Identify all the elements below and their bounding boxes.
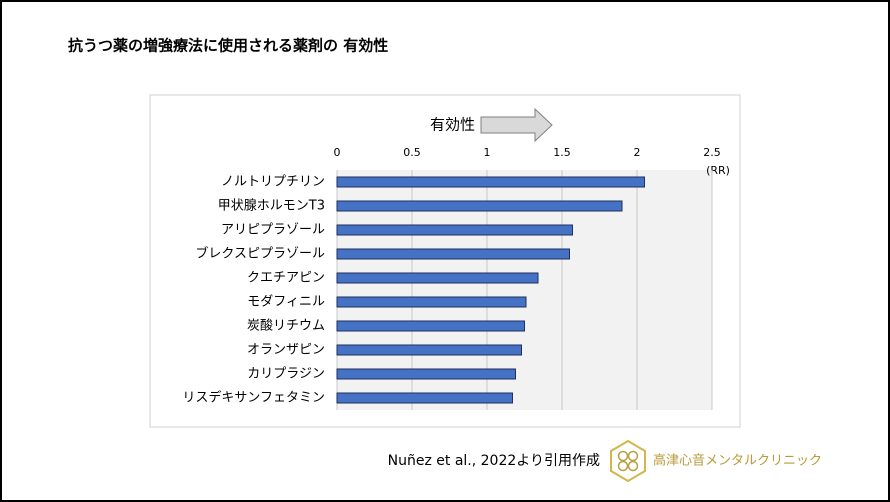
y-tick-label: 甲状腺ホルモンT3 (218, 199, 325, 214)
y-tick-label: モダフィニル (247, 295, 325, 310)
y-tick-label: ブレクスピプラゾール (195, 246, 325, 262)
logo (610, 439, 646, 483)
y-tick-label: カリプラジン (247, 367, 325, 382)
bar (336, 224, 573, 236)
bar (336, 248, 570, 260)
x-tick-label: 0 (334, 146, 341, 159)
bar (336, 272, 539, 284)
source: Nuñez et al., 2022より引用作成 (388, 453, 600, 469)
y-tick-label: クエチアピン (247, 271, 325, 286)
y-tick-label: リスデキサンフェタミン (182, 390, 325, 406)
y-tick-label: 炭酸リチウム (247, 319, 325, 334)
arrow (480, 107, 553, 143)
x-tick-label: 0.5 (403, 146, 421, 159)
clinic-name: 高津心音メンタルクリニック (653, 453, 822, 469)
annotation: 有効性 (430, 116, 475, 134)
bar (336, 320, 525, 332)
bar (336, 368, 516, 380)
x-axis-label: (RR) (706, 164, 730, 177)
bar (336, 200, 623, 212)
x-tick-label: 2 (634, 146, 641, 159)
x-tick-label: 1.5 (553, 146, 571, 159)
x-tick-label: 2.5 (703, 146, 721, 159)
bar (336, 344, 522, 356)
y-tick-label: オランザピン (247, 343, 325, 358)
bar (336, 176, 645, 188)
y-tick-label: アリピプラゾール (221, 223, 325, 238)
y-tick-label: ノルトリプチリン (221, 175, 325, 190)
x-tick-label: 1 (484, 146, 491, 159)
bar (336, 296, 527, 308)
bar (336, 392, 513, 404)
slide-title: 抗うつ薬の増強療法に使用される薬剤の 有効性 (68, 37, 388, 55)
